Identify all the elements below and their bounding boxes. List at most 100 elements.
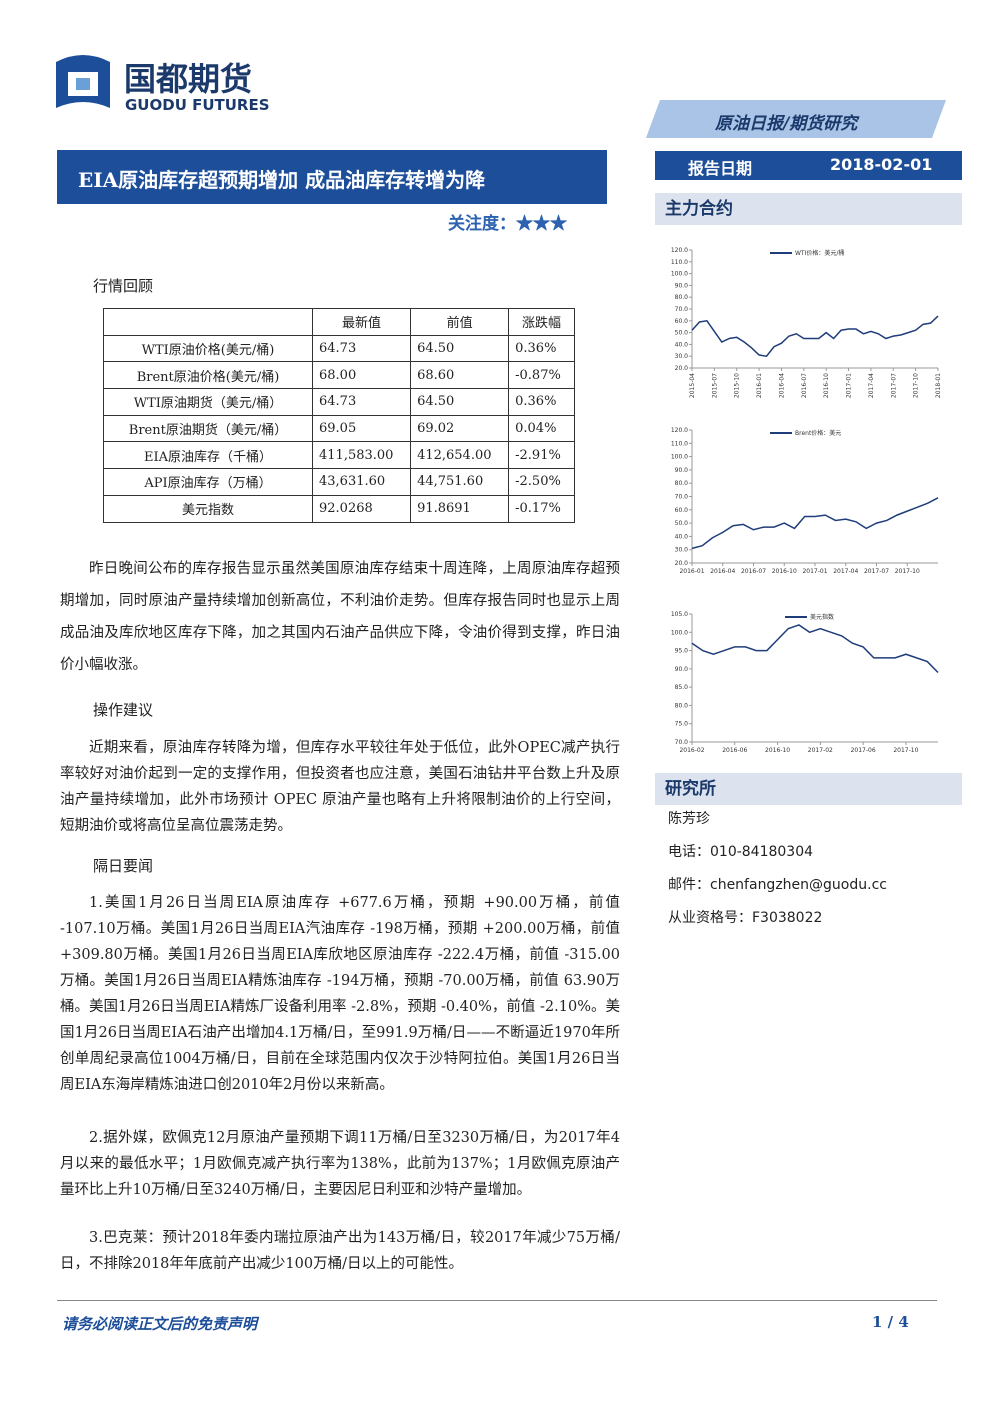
header-cell: 最新值 <box>311 308 412 336</box>
table-cell: 美元指数 <box>103 494 313 523</box>
table-cell: 44,751.60 <box>410 468 510 496</box>
table-cell: 64.50 <box>410 334 510 363</box>
x-tick-label: 2017-04 <box>833 568 858 575</box>
banner-bg <box>646 100 946 138</box>
x-tick-label: 2016-01 <box>679 568 704 575</box>
line-series <box>691 624 939 674</box>
table-row: WTI原油期货（美元/桶） 64.73 64.50 0.36% <box>103 388 575 416</box>
paragraph: 2.据外媒，欧佩克12月原油产量预期下调11万桶/日至3230万桶/日，为201… <box>60 1130 620 1198</box>
y-tick-label: 50.0 <box>675 330 689 337</box>
x-tick-label: 2016-04 <box>710 568 735 575</box>
table-cell: API原油库存（万桶） <box>103 468 313 496</box>
y-tick-label: 20.0 <box>675 365 689 372</box>
table-cell: 0.36% <box>508 334 575 363</box>
logo-cn: 国都期货 <box>124 60 253 98</box>
attention: 关注度：★★★ <box>448 214 567 234</box>
table-cell: WTI原油期货（美元/桶） <box>103 388 313 416</box>
line-series <box>691 497 939 550</box>
table-cell: 68.00 <box>311 361 412 390</box>
table-cell: -2.50% <box>508 468 575 496</box>
phone: 电话：010-84180304 <box>668 844 814 860</box>
table-cell: 64.73 <box>311 388 412 416</box>
y-tick-label: 110.0 <box>671 440 688 447</box>
legend-label: 美元指数 <box>810 613 834 621</box>
y-tick-label: 85.0 <box>675 684 689 691</box>
y-tick-label: 120.0 <box>671 247 688 254</box>
title-bar <box>57 150 607 204</box>
license: 从业资格号：F3038022 <box>668 910 823 926</box>
table-cell: -0.87% <box>508 361 575 390</box>
y-tick-label: 90.0 <box>675 282 689 289</box>
table-cell: Brent原油价格(美元/桶) <box>103 361 313 390</box>
y-tick-label: 20.0 <box>675 560 689 567</box>
logo-en: GUODU FUTURES <box>125 96 270 114</box>
table-cell: 0.04% <box>508 414 575 443</box>
x-tick-label: 2017-10 <box>913 373 920 398</box>
y-tick-label: 80.0 <box>675 480 689 487</box>
x-tick-label: 2017-01 <box>846 373 853 398</box>
section-heading: 行情回顾 <box>93 277 154 295</box>
table-cell: 43,631.60 <box>311 468 412 496</box>
y-tick-label: 100.0 <box>671 629 688 636</box>
date: 2018-02-01 <box>830 155 933 174</box>
table-cell: 69.05 <box>311 414 412 443</box>
x-tick-label: 2016-10 <box>765 747 790 754</box>
table-cell: 411,583.00 <box>311 441 412 470</box>
y-tick-label: 90.0 <box>675 666 689 673</box>
wti-chart: 20.0 30.0 40.0 50.0 60.0 70.0 80.0 90.0 100.0 110… <box>671 247 942 398</box>
page-number: 1 / 4 <box>872 1313 909 1331</box>
y-tick-label: 60.0 <box>675 507 689 514</box>
email: 邮件：chenfangzhen@guodu.cc <box>668 877 887 893</box>
y-tick-label: 70.0 <box>675 739 689 746</box>
footer-line <box>57 1300 937 1301</box>
table-cell: 92.0268 <box>311 494 412 523</box>
x-tick-label: 2016-10 <box>772 568 797 575</box>
header-cell: 涨跌幅 <box>508 308 575 336</box>
x-tick-label: 2016-10 <box>823 373 830 398</box>
x-tick-label: 2017-04 <box>868 373 875 398</box>
y-tick-label: 70.0 <box>675 306 689 313</box>
x-tick-label: 2016-02 <box>679 747 704 754</box>
x-tick-label: 2017-10 <box>895 568 920 575</box>
y-tick-label: 110.0 <box>671 259 688 266</box>
market-table: 最新值 前值 涨跌幅 WTI原油价格(美元/桶) 64.73 64.50 0.36% Bren… <box>103 308 575 523</box>
table-cell: 69.02 <box>410 414 510 443</box>
table-row: API原油库存（万桶） 43,631.60 44,751.60 -2.50% <box>103 468 575 496</box>
y-tick-label: 100.0 <box>671 454 688 461</box>
header-cell <box>103 308 313 336</box>
y-tick-label: 105.0 <box>671 611 688 618</box>
paragraph: 1.美国1月26日当周EIA原油库存 +677.6万桶，预期 +90.00万桶，… <box>60 895 620 1093</box>
paragraph: 近期来看，原油库存转降为增，但库存水平较往年处于低位，此外OPEC减产执行率较好… <box>60 740 620 834</box>
date-bar <box>655 151 962 180</box>
y-tick-label: 50.0 <box>675 520 689 527</box>
dxy-chart: 70.0 75.0 80.0 85.0 90.0 95.0 100.0 105.0 2016-0… <box>671 611 939 754</box>
table-cell: 0.36% <box>508 388 575 416</box>
x-tick-label: 2016-07 <box>801 373 808 398</box>
legend-label: Brent价格：美元 <box>795 429 841 437</box>
table-row: Brent原油期货（美元/桶） 69.05 69.02 0.04% <box>103 414 575 443</box>
table-cell: 68.60 <box>410 361 510 390</box>
x-tick-label: 2017-07 <box>864 568 889 575</box>
y-tick-label: 75.0 <box>675 721 689 728</box>
x-tick-label: 2017-10 <box>893 747 918 754</box>
x-tick-label: 2017-06 <box>851 747 876 754</box>
x-tick-label: 2017-02 <box>808 747 833 754</box>
banner: 原油日报/期货研究 <box>715 114 858 134</box>
section-heading: 隔日要闻 <box>93 857 154 875</box>
table-cell: Brent原油期货（美元/桶） <box>103 414 313 443</box>
table-cell: EIA原油库存（千桶） <box>103 441 313 470</box>
x-tick-label: 2016-07 <box>741 568 766 575</box>
y-tick-label: 80.0 <box>675 294 689 301</box>
x-tick-label: 2017-01 <box>802 568 827 575</box>
disclaimer: 请务必阅读正文后的免责声明 <box>62 1315 258 1333</box>
y-tick-label: 100.0 <box>671 271 688 278</box>
table-row: WTI原油价格(美元/桶) 64.73 64.50 0.36% <box>103 334 575 363</box>
paragraph: 3.巴克莱：预计2018年委内瑞拉原油产出为143万桶/日，较2017年减少75… <box>60 1230 620 1272</box>
title: EIA原油库存超预期增加 成品油库存转增为降 <box>78 168 486 192</box>
y-tick-label: 90.0 <box>675 467 689 474</box>
table-row: 美元指数 92.0268 91.8691 -0.17% <box>103 494 575 523</box>
table-cell: 412,654.00 <box>410 441 510 470</box>
x-tick-label: 2017-07 <box>890 373 897 398</box>
y-tick-label: 30.0 <box>675 353 689 360</box>
